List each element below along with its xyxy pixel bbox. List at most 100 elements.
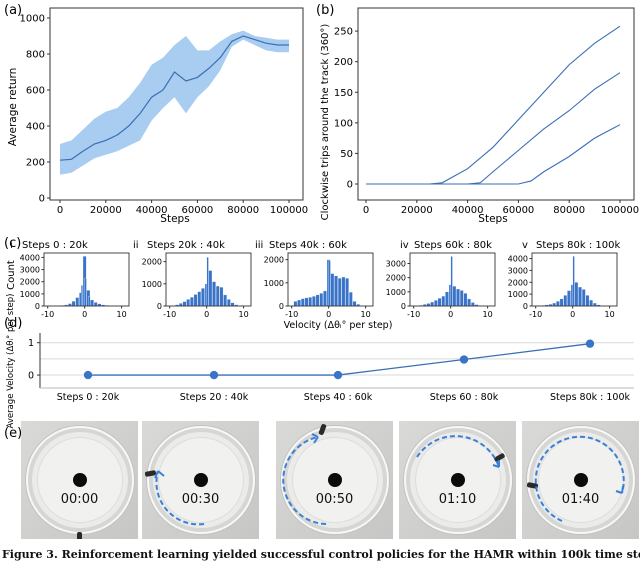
arrowhead-icon xyxy=(311,433,319,444)
panel-b-ytick-label: 50 xyxy=(340,149,353,160)
panel-c-ytick-label: 0 xyxy=(157,302,162,311)
panel-d-category-label: Steps 60 : 80k xyxy=(430,392,499,403)
panel-d: (d) Average Velocity (Δθᵢ° per step) Ste… xyxy=(4,294,634,428)
photo-frame: 01:10 xyxy=(399,421,516,539)
trajectory-arrow xyxy=(282,433,327,525)
panel-c-bar xyxy=(227,299,231,307)
panel-a-ylabel: Average return xyxy=(7,68,19,147)
panel-b-series-line-1 xyxy=(366,25,621,185)
panel-c-bar xyxy=(430,301,434,307)
panel-a-ytick-label: 600 xyxy=(26,86,45,97)
panel-d-ytick-label: 0 xyxy=(28,371,34,382)
panel-d-category-label: Steps 20 : 40k xyxy=(180,392,249,403)
trajectory-arc xyxy=(282,436,327,525)
panel-a-label: (a) xyxy=(4,3,22,18)
panel-c-frame xyxy=(43,252,130,307)
panel-d-category-label: Steps 80k : 100k xyxy=(550,392,631,403)
panel-c-xtick-label: 10 xyxy=(605,310,615,319)
timestamp-label: 00:30 xyxy=(181,491,220,507)
panel-c: (c) Count Velocity (Δθᵢ° per step) i Step… xyxy=(4,236,620,331)
panel-b-xtick-label: 20000 xyxy=(401,205,433,216)
panel-c-ytick-label: 3000 xyxy=(508,266,528,275)
panel-c-ytick-label: 4000 xyxy=(508,255,528,264)
panel-c-bar xyxy=(559,298,564,307)
panel-b-xtick-label: 80000 xyxy=(553,205,585,216)
panel-c-subplot-roman: i xyxy=(10,240,13,251)
panel-c-bar xyxy=(556,301,560,307)
panel-c-bar xyxy=(315,294,320,307)
panel-c-xlabel: Velocity (Δθᵢ° per step) xyxy=(284,320,393,331)
panel-c-bar xyxy=(450,256,453,307)
panel-d-category-label: Steps 40 : 60k xyxy=(304,392,373,403)
panel-c-bar xyxy=(230,302,235,307)
panel-c-bar xyxy=(297,299,301,307)
panel-c-ytick-label: 0 xyxy=(279,302,284,311)
panel-c-bar xyxy=(71,300,76,307)
panel-c-xtick-label: 0 xyxy=(326,310,331,319)
panel-c-subplot-title: Steps 80k : 100k xyxy=(536,240,620,251)
panel-c-ytick-label: 1000 xyxy=(142,280,162,289)
panel-c-bar xyxy=(349,291,353,307)
panel-a-xtick-label: 80000 xyxy=(227,205,259,216)
panel-c-bar xyxy=(80,285,83,307)
panel-c-xtick-label: -10 xyxy=(529,310,542,319)
panel-a-ytick-label: 400 xyxy=(26,122,45,133)
center-hole xyxy=(193,473,208,487)
panel-c-bar xyxy=(319,293,324,307)
panel-c-bar xyxy=(452,286,457,307)
panel-b-frame xyxy=(357,7,635,201)
panel-c-bar xyxy=(93,302,98,307)
panel-c-ytick-label: 3000 xyxy=(20,266,40,275)
panel-c-xtick-label: -10 xyxy=(285,310,298,319)
panel-c-bar xyxy=(563,295,568,307)
trajectory-arc xyxy=(155,470,205,526)
panel-a-ytick-label: 1000 xyxy=(20,14,45,25)
timestamp-label: 01:40 xyxy=(561,491,600,507)
panel-b-series-line-2 xyxy=(366,72,621,185)
photo-frame: 00:30 xyxy=(142,421,259,539)
trajectory-arrow xyxy=(154,470,205,526)
panel-d-point xyxy=(459,355,469,364)
panel-c-ytick-label: 0 xyxy=(523,302,528,311)
panel-c-xtick-label: 0 xyxy=(204,310,209,319)
panel-a-confidence-band xyxy=(60,30,289,175)
center-hole xyxy=(72,473,87,487)
panel-a-ytick-label: 200 xyxy=(26,158,45,169)
panel-a-frame xyxy=(49,7,304,201)
panel-c-ytick-label: 1000 xyxy=(20,290,40,299)
panel-c-xtick-label: 10 xyxy=(483,310,493,319)
panel-b-xtick-label: 0 xyxy=(363,205,369,216)
panel-c-bar xyxy=(434,300,438,307)
panel-c-ytick-label: 3000 xyxy=(386,260,406,269)
panel-c-bar xyxy=(585,295,590,307)
panel-a: (a) Average return Steps 0 20000 40000 6000… xyxy=(4,3,308,225)
panel-c-ytick-label: 1000 xyxy=(386,288,406,297)
panel-c-bar xyxy=(190,296,194,307)
center-hole xyxy=(573,473,588,487)
panel-b-series-line-3 xyxy=(366,124,621,185)
panel-c-bar xyxy=(193,294,198,307)
panel-c-ytick-label: 0 xyxy=(35,302,40,311)
panel-e-label: (e) xyxy=(4,426,22,441)
panel-c-bar xyxy=(84,277,87,307)
panel-c-bar xyxy=(471,302,475,307)
panel-c-subplot-roman: v xyxy=(522,240,528,251)
figure-caption: Figure 3. Reinforcement learning yielded… xyxy=(2,548,640,561)
panel-c-xtick-label: -10 xyxy=(163,310,176,319)
panel-c-xtick-label: 0 xyxy=(448,310,453,319)
panel-b-ytick-label: 200 xyxy=(334,57,353,68)
panel-c-ytick-label: 2000 xyxy=(20,278,40,287)
timestamp-label: 01:10 xyxy=(438,491,477,507)
panel-d-category-label: Steps 0 : 20k xyxy=(57,392,120,403)
panel-c-xtick-label: -10 xyxy=(407,310,420,319)
panel-a-xtick-label: 20000 xyxy=(90,205,122,216)
trajectory-arc xyxy=(416,435,500,468)
panel-c-bar xyxy=(212,281,216,307)
panel-c-frame xyxy=(287,252,374,307)
photo-frame: 00:00 xyxy=(21,421,138,539)
panel-c-bar xyxy=(463,293,468,307)
